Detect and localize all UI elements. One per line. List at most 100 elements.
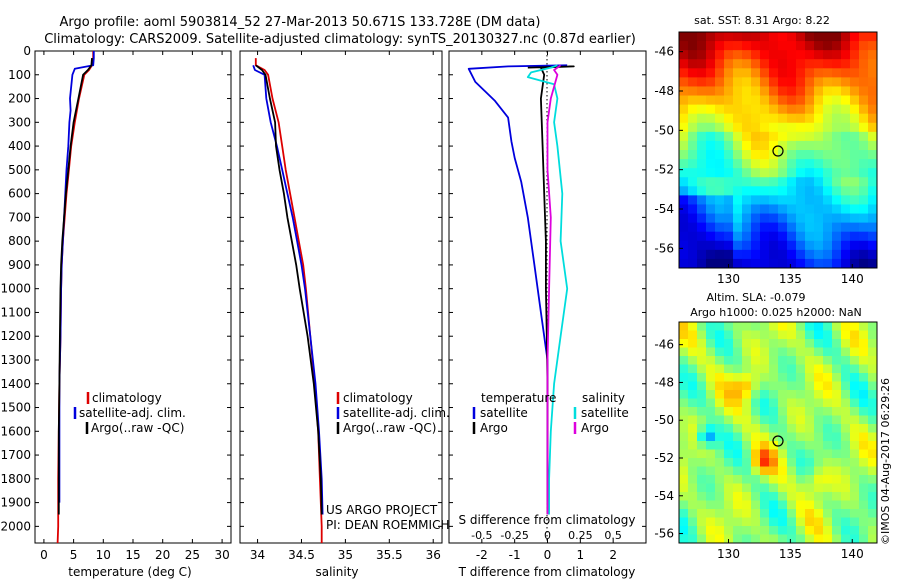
heatmap-cell <box>850 415 860 425</box>
heatmap-cell <box>796 177 806 187</box>
heatmap-cell <box>679 492 689 501</box>
heatmap-cell <box>679 186 689 196</box>
heatmap-cell <box>706 517 716 527</box>
heatmap-cell <box>724 330 734 340</box>
heatmap-cell <box>724 441 734 450</box>
heatmap-cell <box>724 122 734 133</box>
heatmap-cell <box>805 407 815 416</box>
heatmap-cell <box>769 441 779 450</box>
heatmap-cell <box>706 77 716 87</box>
heatmap-cell <box>796 407 806 416</box>
heatmap-cell <box>697 534 707 544</box>
heatmap-cell <box>715 122 725 133</box>
heatmap-cell <box>823 534 833 544</box>
heatmap-cell <box>751 415 761 425</box>
heatmap-cell <box>688 150 698 160</box>
heatmap-cell <box>868 330 878 340</box>
heatmap-cell <box>688 140 698 151</box>
heatmap-cell <box>850 41 860 51</box>
heatmap-cell <box>688 113 698 124</box>
map-x-tick-label: 140 <box>841 547 864 561</box>
depth-tick-label: 1700 <box>0 448 31 462</box>
heatmap-cell <box>778 113 788 124</box>
legend-climatology-label: climatology <box>343 391 413 405</box>
heatmap-cell <box>697 509 707 518</box>
heatmap-cell <box>724 50 734 60</box>
heatmap-cell <box>769 500 779 510</box>
heatmap-cell <box>760 222 770 233</box>
heatmap-cell <box>697 449 707 459</box>
heatmap-cell <box>805 356 815 365</box>
heatmap-cell <box>697 59 707 69</box>
depth-tick-label: 1400 <box>0 377 31 391</box>
heatmap-cell <box>724 231 734 242</box>
heatmap-cell <box>697 483 707 493</box>
sla-map-title-2: Argo h1000: 0.025 h2000: NaN <box>690 306 862 319</box>
heatmap-cell <box>697 68 707 78</box>
heatmap-cell <box>697 77 707 87</box>
difference-legend-temperature: temperature satellite Argo <box>472 391 556 435</box>
heatmap-cell <box>787 534 797 544</box>
heatmap-cell <box>742 356 752 365</box>
heatmap-cell <box>832 373 842 382</box>
heatmap-cell <box>814 77 824 87</box>
heatmap-cell <box>859 86 869 96</box>
heatmap-cell <box>859 441 869 450</box>
heatmap-cell <box>850 356 860 365</box>
heatmap-cell <box>832 59 842 69</box>
heatmap-cell <box>832 466 842 476</box>
heatmap-cell <box>787 526 797 535</box>
heatmap-cell <box>859 140 869 151</box>
heatmap-cell <box>868 222 878 233</box>
heatmap-cell <box>832 86 842 96</box>
heatmap-cell <box>706 150 716 160</box>
heatmap-cell <box>706 213 716 224</box>
heatmap-cell <box>688 222 698 233</box>
heatmap-cell <box>751 240 761 251</box>
heatmap-cell <box>751 68 761 78</box>
heatmap-cell <box>805 50 815 60</box>
profile-line-salinity-satellite <box>526 64 569 515</box>
heatmap-cell <box>697 240 707 251</box>
heatmap-cell <box>778 59 788 69</box>
heatmap-cell <box>778 390 788 399</box>
x-tick-label: 36 <box>426 548 441 562</box>
heatmap-cell <box>751 41 761 51</box>
heatmap-cell <box>679 104 689 115</box>
heatmap-cell <box>814 131 824 142</box>
heatmap-cell <box>832 122 842 133</box>
heatmap-cell <box>733 168 743 178</box>
depth-tick-label: 800 <box>8 234 31 248</box>
heatmap-cell <box>697 398 707 408</box>
heatmap-cell <box>706 339 716 348</box>
heatmap-cell <box>760 122 770 133</box>
heatmap-cell <box>841 466 851 476</box>
heatmap-cell <box>733 258 743 269</box>
heatmap-cell <box>760 50 770 60</box>
heatmap-cell <box>724 398 734 408</box>
heatmap-cell <box>859 240 869 251</box>
heatmap-cell <box>706 177 716 187</box>
heatmap-cell <box>751 195 761 205</box>
heatmap-cell <box>778 104 788 115</box>
heatmap-cell <box>832 77 842 87</box>
heatmap-cell <box>742 177 752 187</box>
heatmap-cell <box>715 347 725 357</box>
heatmap-cell <box>679 449 689 459</box>
heatmap-cell <box>823 356 833 365</box>
sst-heatmap <box>679 32 878 269</box>
heatmap-cell <box>787 517 797 527</box>
heatmap-cell <box>688 381 698 391</box>
heatmap-cell <box>868 466 878 476</box>
heatmap-cell <box>832 32 842 42</box>
heatmap-cell <box>805 168 815 178</box>
heatmap-cell <box>859 59 869 69</box>
temperature-x-label: temperature (deg C) <box>68 565 191 579</box>
heatmap-cell <box>859 407 869 416</box>
heatmap-cell <box>769 68 779 78</box>
heatmap-cell <box>751 86 761 96</box>
heatmap-cell <box>841 258 851 269</box>
heatmap-cell <box>823 32 833 42</box>
heatmap-cell <box>733 213 743 224</box>
heatmap-cell <box>850 68 860 78</box>
